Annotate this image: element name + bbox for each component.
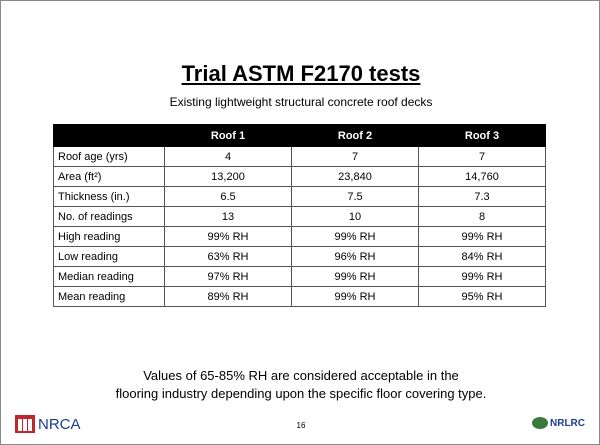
row-label: No. of readings [53,206,165,227]
table-row: Thickness (in.) 6.5 7.5 7.3 [53,186,546,207]
cell: 13,200 [164,166,292,187]
cell: 97% RH [164,266,292,287]
data-table: Roof 1 Roof 2 Roof 3 Roof age (yrs) 4 7 7 Area… [53,124,546,307]
table-row: Roof age (yrs) 4 7 7 [53,146,546,167]
cell: 23,840 [291,166,419,187]
table-row: Mean reading 89% RH 99% RH 95% RH [53,286,546,307]
row-label: Thickness (in.) [53,186,165,207]
cell: 13 [164,206,292,227]
cell: 99% RH [291,286,419,307]
page-number: 16 [296,421,306,430]
cell: 14,760 [418,166,546,187]
note-line: flooring industry depending upon the spe… [115,386,487,401]
column-header: Roof 1 [164,124,292,147]
cell: 7 [418,146,546,167]
title: Trial ASTM F2170 tests [181,61,421,86]
cell: 99% RH [164,226,292,247]
cell: 7.3 [418,186,546,207]
cell: 10 [291,206,419,227]
cell: 7.5 [291,186,419,207]
row-label: Roof age (yrs) [53,146,165,167]
nrca-text: NRCA [38,415,81,433]
table-row: Low reading 63% RH 96% RH 84% RH [53,246,546,267]
cell: 7 [291,146,419,167]
table-row: Area (ft²) 13,200 23,840 14,760 [53,166,546,187]
subtitle: Existing lightweight structural concrete… [169,95,433,109]
cell: 99% RH [418,266,546,287]
row-label: Median reading [53,266,165,287]
cell: 84% RH [418,246,546,267]
cell: 6.5 [164,186,292,207]
nrca-icon [15,415,35,433]
cell: 89% RH [164,286,292,307]
column-header: Roof 3 [418,124,546,147]
nrlrc-logo: NRLRC [532,416,585,430]
column-header: Roof 2 [291,124,419,147]
row-label: Low reading [53,246,165,267]
table-row: No. of readings 13 10 8 [53,206,546,227]
note-line: Values of 65-85% RH are considered accep… [143,368,459,383]
cell: 99% RH [291,226,419,247]
cell: 63% RH [164,246,292,267]
row-label: High reading [53,226,165,247]
row-label: Mean reading [53,286,165,307]
cell: 96% RH [291,246,419,267]
table-row: Median reading 97% RH 99% RH 99% RH [53,266,546,287]
cell: 4 [164,146,292,167]
nrlrc-icon [532,417,548,429]
cell: 99% RH [291,266,419,287]
table-row: High reading 99% RH 99% RH 99% RH [53,226,546,247]
cell: 8 [418,206,546,227]
corner-cell [53,124,165,147]
row-label: Area (ft²) [53,166,165,187]
cell: 99% RH [418,226,546,247]
nrlrc-text: NRLRC [550,417,585,429]
cell: 95% RH [418,286,546,307]
header-row: Roof 1 Roof 2 Roof 3 [53,124,546,147]
nrca-logo: NRCA [15,415,81,433]
